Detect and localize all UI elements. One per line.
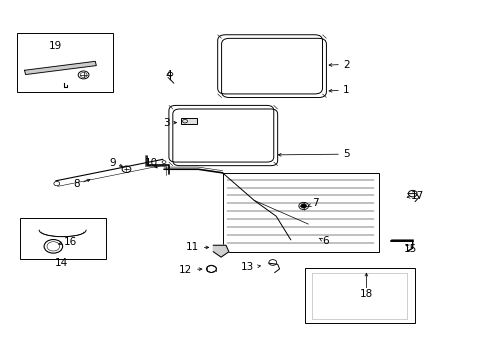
Text: 9: 9 — [109, 158, 116, 168]
Text: 1: 1 — [342, 85, 349, 95]
Text: 18: 18 — [359, 289, 372, 299]
Text: 3: 3 — [163, 118, 169, 128]
Text: 10: 10 — [144, 158, 157, 168]
Circle shape — [300, 204, 306, 208]
Text: 14: 14 — [55, 258, 68, 268]
Bar — [305, 268, 414, 323]
Polygon shape — [24, 61, 96, 75]
Bar — [17, 33, 113, 92]
Text: 13: 13 — [241, 262, 254, 272]
Text: 8: 8 — [73, 179, 80, 189]
Bar — [311, 273, 407, 319]
Text: 19: 19 — [49, 41, 62, 50]
Text: 4: 4 — [165, 70, 172, 80]
Polygon shape — [213, 245, 228, 257]
Bar — [20, 218, 105, 259]
Text: 6: 6 — [322, 236, 328, 246]
Text: 7: 7 — [311, 198, 318, 208]
Text: 15: 15 — [403, 244, 416, 254]
Text: 16: 16 — [64, 237, 77, 247]
Text: 17: 17 — [410, 191, 424, 201]
Text: 12: 12 — [178, 265, 191, 275]
Bar — [222, 173, 378, 252]
Text: 2: 2 — [342, 59, 349, 69]
Bar — [181, 118, 196, 125]
Text: 5: 5 — [342, 149, 349, 159]
Text: 11: 11 — [185, 242, 199, 252]
